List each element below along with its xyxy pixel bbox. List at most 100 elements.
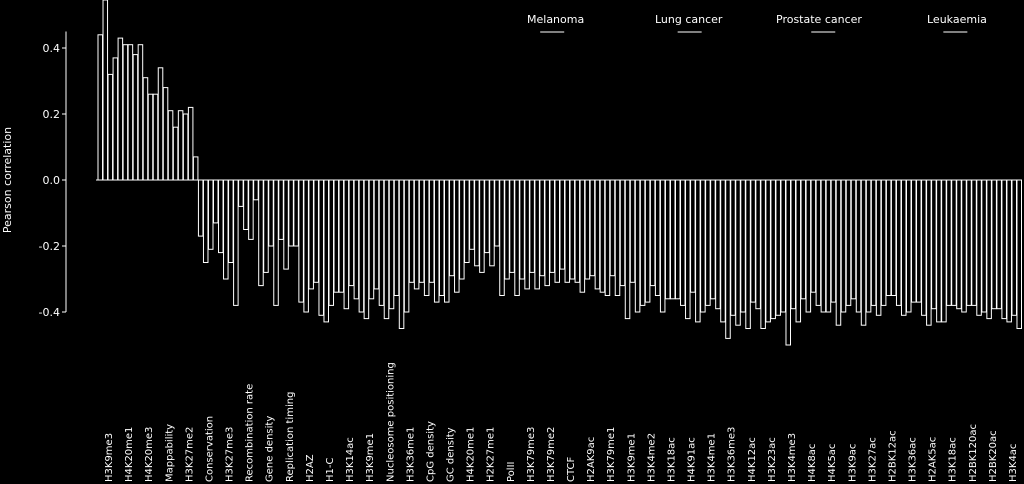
bar	[710, 179, 716, 300]
category-label: CTCF	[566, 457, 577, 482]
legend-entry: Leukaemia	[927, 13, 987, 26]
bar	[223, 179, 229, 280]
bar	[278, 179, 284, 240]
bar	[921, 179, 927, 316]
bar	[986, 179, 992, 320]
bar	[514, 179, 520, 296]
category-label: Mappability	[164, 424, 175, 482]
bar	[840, 179, 847, 313]
bar	[238, 179, 244, 207]
bar	[454, 179, 460, 293]
bar	[755, 179, 761, 310]
bar	[323, 179, 330, 323]
bar	[554, 179, 560, 283]
bar	[745, 179, 751, 329]
bar	[162, 87, 169, 181]
bar	[142, 77, 149, 181]
bar	[865, 179, 872, 313]
bar	[268, 179, 274, 247]
bar	[810, 179, 817, 293]
bar	[248, 179, 254, 240]
bar	[469, 179, 475, 250]
bar	[906, 179, 912, 313]
bar	[378, 179, 385, 306]
bar	[916, 179, 922, 303]
bar	[569, 179, 576, 280]
category-label: H4K20me1	[124, 427, 135, 482]
bar	[258, 179, 264, 287]
bar	[885, 179, 892, 296]
bar	[981, 179, 987, 313]
bar	[941, 179, 947, 323]
bar	[594, 179, 601, 290]
category-label: H4K20me3	[144, 427, 155, 482]
category-label: H1-C	[325, 458, 336, 482]
bar	[820, 179, 827, 313]
bar	[951, 179, 957, 306]
category-label: Replication timing	[285, 392, 296, 482]
bar	[333, 179, 340, 293]
category-label: H2BK120ac	[968, 424, 979, 482]
bar	[157, 67, 164, 181]
bar	[137, 44, 144, 181]
category-label: H2AZ	[305, 454, 316, 482]
category-label: H3K27ac	[867, 437, 878, 482]
bar	[855, 179, 862, 313]
bar	[107, 73, 114, 181]
bar	[971, 179, 977, 306]
bar	[423, 179, 430, 296]
bar	[690, 179, 696, 293]
bar	[720, 179, 726, 323]
bar	[895, 179, 902, 306]
bar	[976, 179, 982, 316]
bar	[604, 179, 611, 296]
category-label: H3K4me2	[646, 433, 657, 482]
category-label: GC density	[446, 427, 457, 482]
bar	[685, 179, 691, 320]
bar	[579, 179, 586, 293]
category-label: H3K4me3	[787, 433, 798, 482]
bar	[413, 179, 420, 290]
bar	[353, 179, 360, 300]
bar	[474, 179, 480, 267]
bar	[931, 179, 937, 310]
bar	[464, 179, 470, 263]
bar	[830, 179, 837, 303]
bar	[393, 179, 400, 296]
bar	[549, 179, 555, 273]
bar	[449, 179, 455, 277]
category-label: H3K23ac	[767, 437, 778, 482]
bar	[489, 179, 495, 267]
bar	[112, 57, 119, 181]
category-label: H2K27me1	[486, 427, 497, 482]
legend-entry: Lung cancer	[655, 13, 723, 26]
category-label: H3K79me2	[546, 427, 557, 482]
bar	[740, 179, 746, 313]
y-tick-label: -0.4	[39, 306, 60, 319]
category-label: Gene density	[265, 416, 276, 482]
category-label: H2AK9ac	[586, 437, 597, 482]
category-label: H3K9me3	[104, 433, 115, 482]
bar	[765, 179, 771, 323]
bar	[228, 179, 234, 263]
bar	[775, 179, 781, 316]
bar	[584, 179, 591, 280]
bar	[534, 179, 540, 290]
bar	[649, 179, 656, 287]
bar	[102, 0, 109, 181]
bar	[398, 179, 405, 329]
bar	[629, 179, 636, 283]
bar	[207, 179, 214, 250]
bar	[996, 179, 1002, 310]
bar	[529, 179, 535, 273]
category-label: H3K14ac	[345, 437, 356, 482]
bar	[559, 179, 566, 270]
bar	[900, 179, 907, 316]
bar	[418, 179, 425, 283]
bar	[870, 179, 877, 306]
bar	[213, 179, 219, 224]
category-label: Nucleosome positioning	[385, 362, 396, 482]
category-label: Recombination rate	[245, 384, 256, 482]
category-label: PolII	[506, 462, 517, 482]
bar	[911, 179, 917, 303]
